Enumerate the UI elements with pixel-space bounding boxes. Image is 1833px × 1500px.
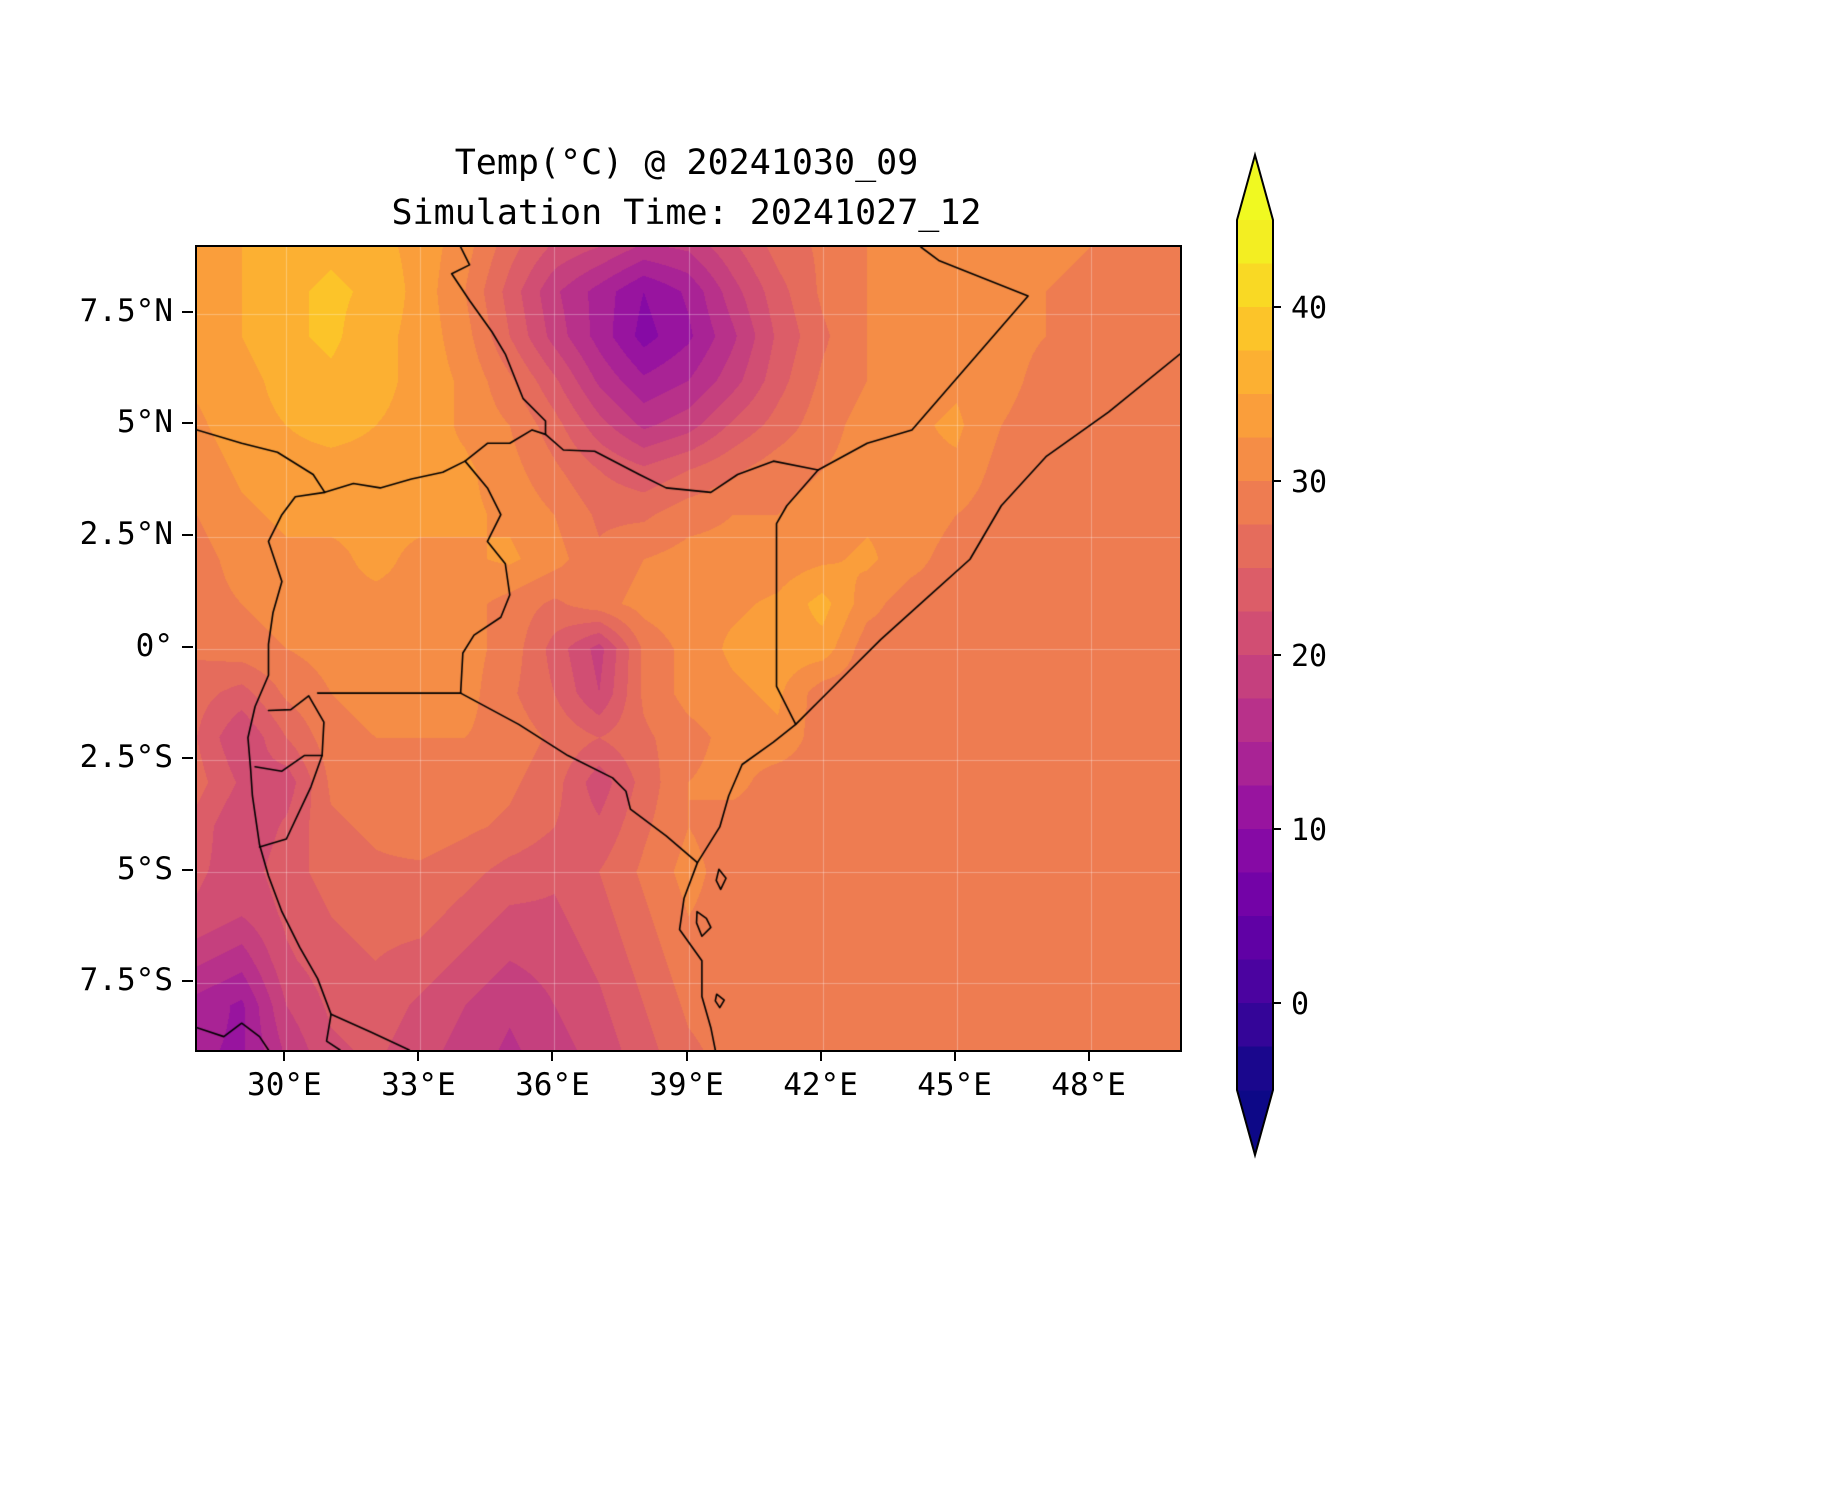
colorbar-tick-label: 40: [1291, 291, 1327, 326]
colorbar-band: [1237, 655, 1273, 699]
colorbar-tick-label: 10: [1291, 813, 1327, 848]
map-frame: [195, 245, 1182, 1052]
colorbar-tick-label: 30: [1291, 465, 1327, 500]
colorbar-band: [1237, 916, 1273, 960]
x-tick-mark: [685, 1050, 688, 1061]
x-tick-label: 48°E: [1051, 1067, 1126, 1103]
colorbar-band: [1237, 829, 1273, 873]
y-tick-mark: [182, 422, 193, 425]
y-tick-mark: [182, 645, 193, 648]
x-tick-mark: [1087, 1050, 1090, 1061]
colorbar-band: [1237, 307, 1273, 351]
x-tick-mark: [953, 1050, 956, 1061]
y-tick-label: 7.5°N: [79, 292, 173, 329]
colorbar-band: [1237, 1046, 1273, 1091]
colorbar-band: [1237, 350, 1273, 395]
y-tick-mark: [182, 868, 193, 871]
colorbar-band: [1237, 437, 1273, 482]
plot-title: Temp(°C) @ 20241030_09: [454, 143, 919, 183]
temperature-field-canvas: [197, 247, 1180, 1050]
y-tick-label: 2.5°N: [79, 515, 173, 552]
colorbar-under-arrow: [1237, 1090, 1273, 1155]
colorbar-band: [1237, 698, 1273, 743]
x-tick-label: 33°E: [381, 1067, 456, 1103]
x-tick-mark: [283, 1050, 286, 1061]
colorbar-tick-label: 0: [1291, 987, 1309, 1022]
colorbar-outline: [1236, 151, 1274, 1159]
x-tick-label: 30°E: [247, 1067, 322, 1103]
y-tick-label: 2.5°S: [79, 739, 173, 776]
colorbar-band: [1237, 481, 1273, 525]
y-tick-label: 5°S: [117, 850, 173, 887]
colorbar-band: [1237, 263, 1273, 308]
colorbar-band: [1237, 1003, 1273, 1047]
y-tick-mark: [182, 980, 193, 983]
x-tick-label: 45°E: [917, 1067, 992, 1103]
colorbar-band: [1237, 394, 1273, 438]
y-tick-label: 0°: [135, 627, 173, 664]
colorbar-over-arrow: [1237, 155, 1273, 220]
colorbar-band: [1237, 959, 1273, 1004]
x-tick-mark: [551, 1050, 554, 1061]
colorbar-band: [1237, 568, 1273, 612]
y-tick-mark: [182, 310, 193, 313]
y-tick-mark: [182, 757, 193, 760]
colorbar-band: [1237, 611, 1273, 656]
y-tick-label: 5°N: [117, 404, 173, 441]
x-tick-label: 42°E: [783, 1067, 858, 1103]
x-tick-mark: [819, 1050, 822, 1061]
y-tick-label: 7.5°S: [79, 962, 173, 999]
colorbar-band: [1237, 524, 1273, 569]
colorbar-tick-label: 20: [1291, 639, 1327, 674]
colorbar-band: [1237, 220, 1273, 264]
colorbar-band: [1237, 742, 1273, 786]
y-tick-mark: [182, 533, 193, 536]
x-tick-label: 36°E: [515, 1067, 590, 1103]
colorbar: 40 30 20 10 0: [1236, 151, 1327, 1159]
colorbar-band: [1237, 785, 1273, 830]
plot-subtitle: Simulation Time: 20241027_12: [391, 193, 982, 233]
x-tick-mark: [417, 1050, 420, 1061]
colorbar-band: [1237, 872, 1273, 917]
x-tick-label: 39°E: [649, 1067, 724, 1103]
